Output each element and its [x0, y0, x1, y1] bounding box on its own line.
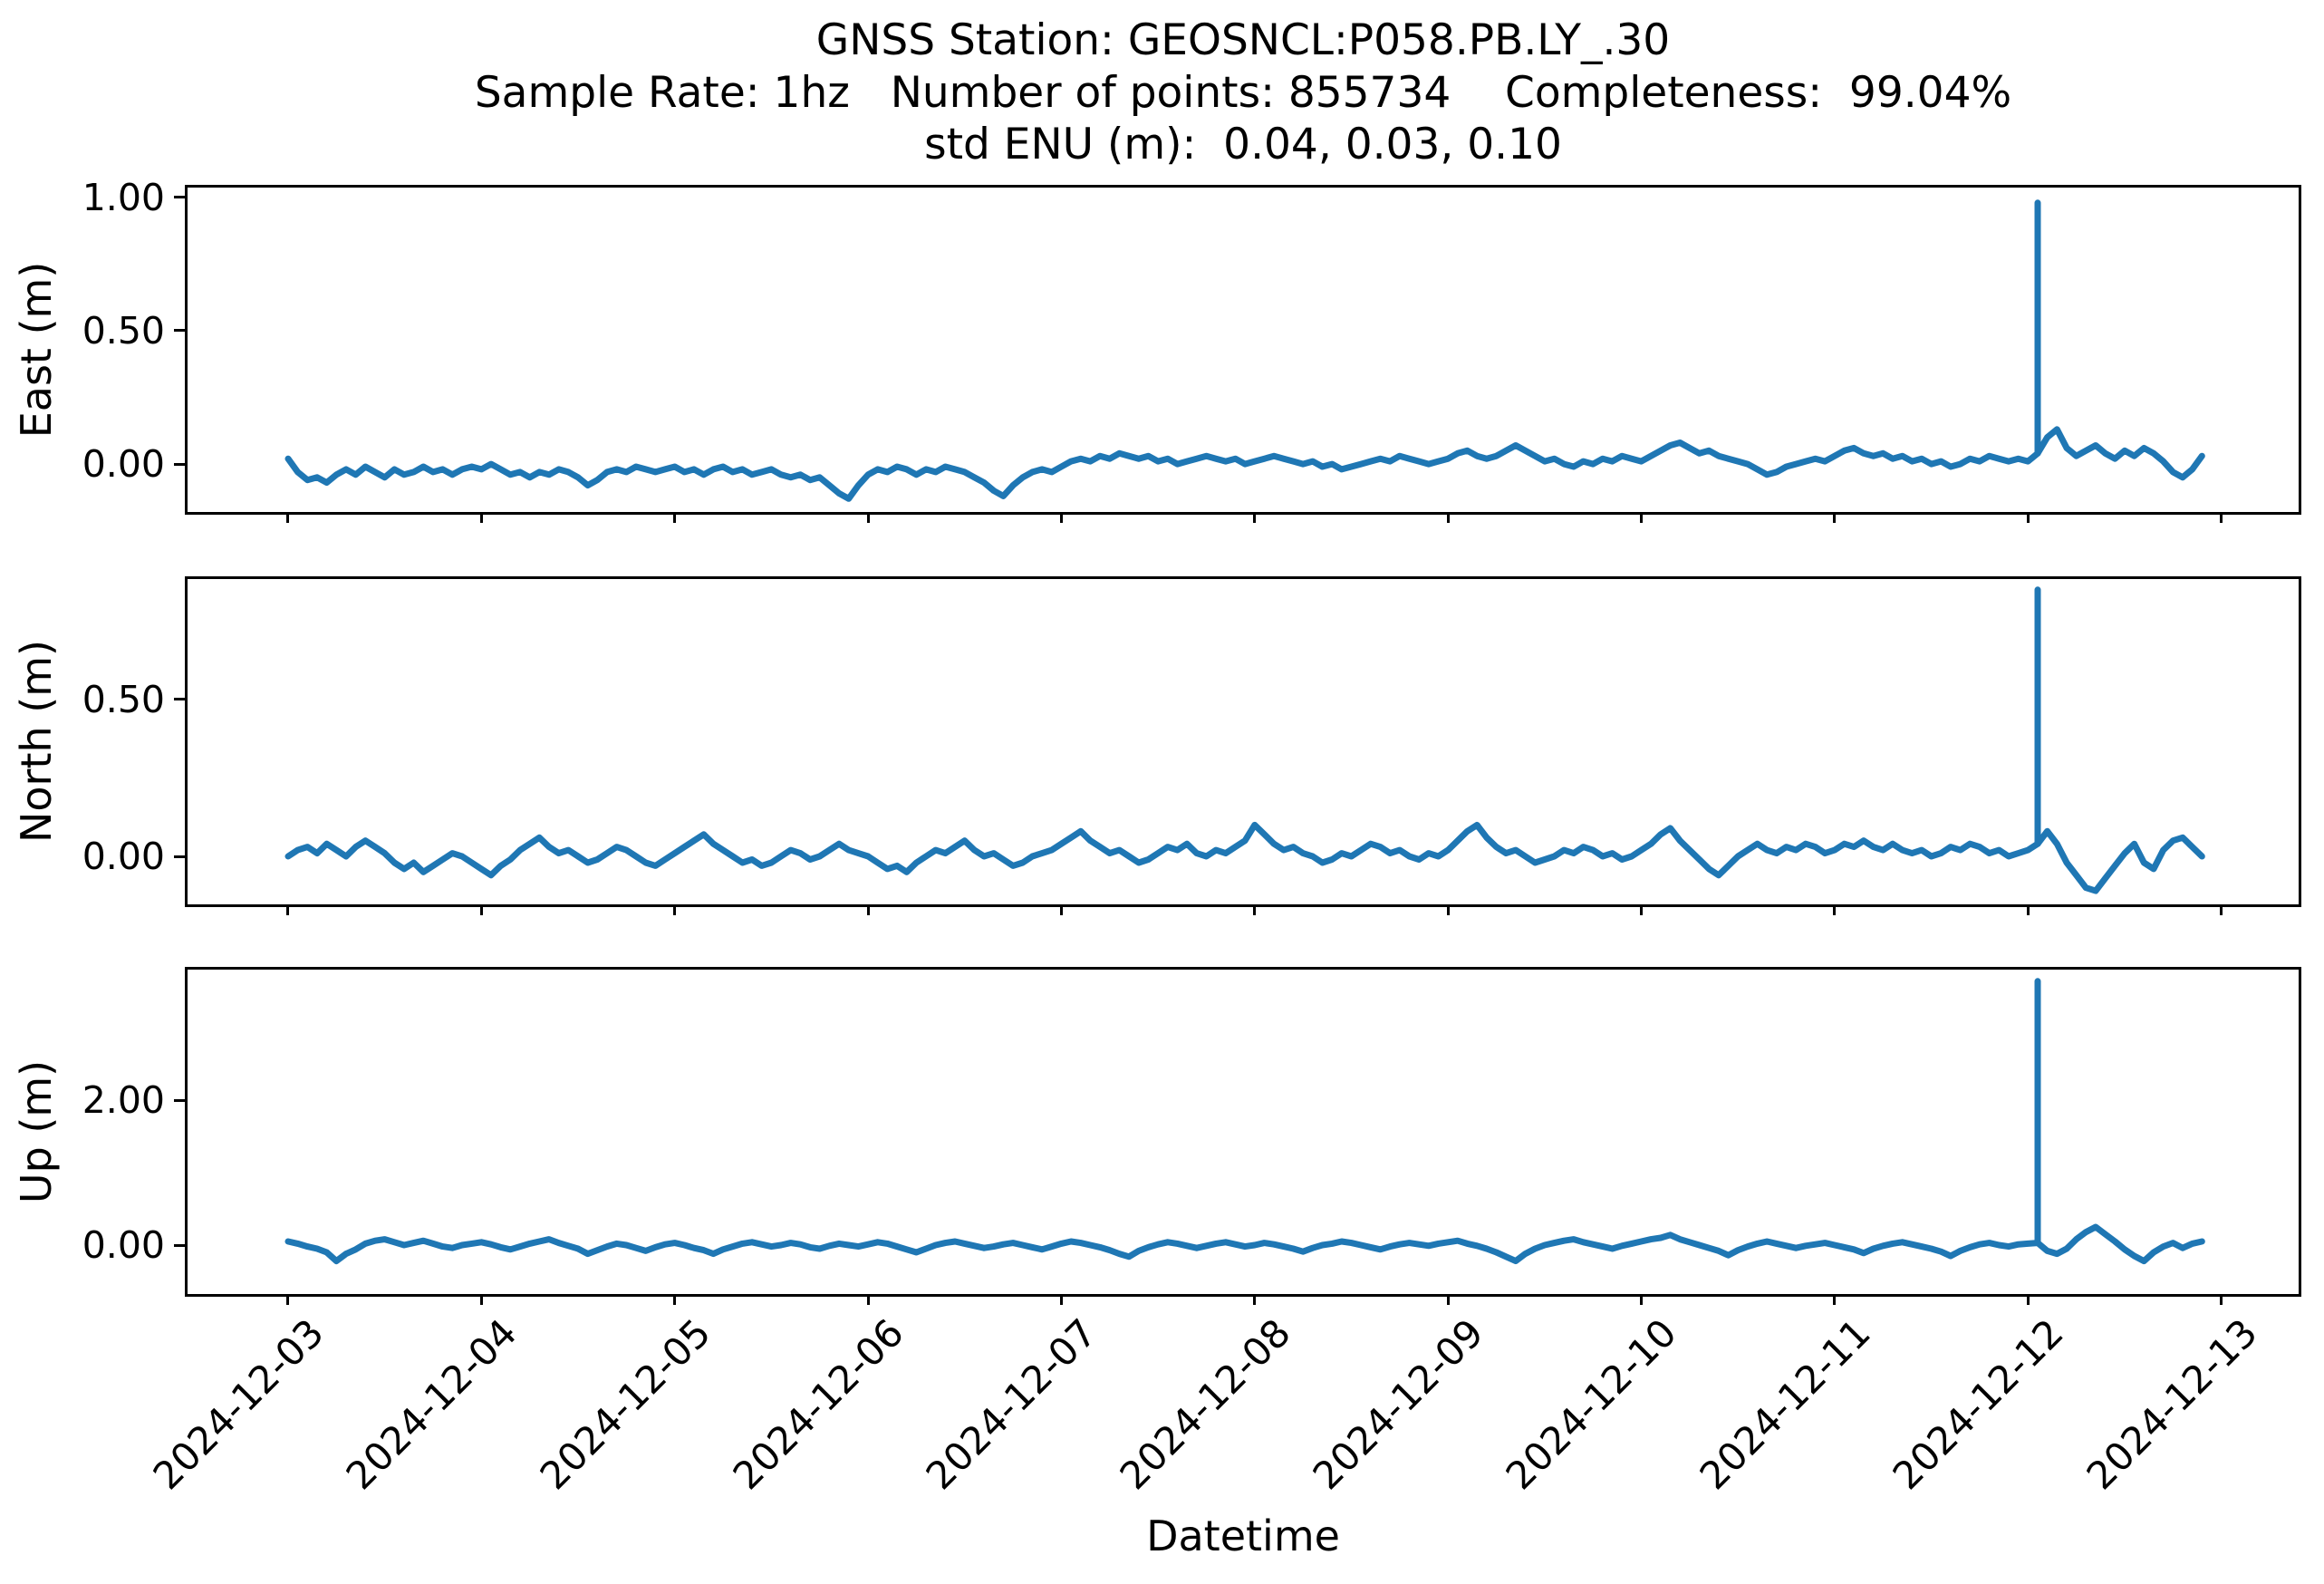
- x-tick-label: 2024-12-04: [337, 1310, 526, 1499]
- up-y-tick-label: 2.00: [82, 1078, 165, 1122]
- east-x-tickmark: [1640, 512, 1644, 523]
- figure-title-line-3: std ENU (m): 0.04, 0.03, 0.10: [924, 120, 1562, 169]
- east-subplot: 1.00 0.50 0.00: [82, 176, 2301, 523]
- north-x-tickmark: [1446, 904, 1450, 915]
- x-axis-label: Datetime: [1146, 1512, 1340, 1560]
- x-tick-label: 2024-12-05: [531, 1310, 719, 1499]
- north-x-tickmark: [1059, 904, 1063, 915]
- north-subplot: 0.50 0.00: [82, 576, 2301, 915]
- north-x-tickmark: [1640, 904, 1644, 915]
- north-y-tick-label: 0.00: [82, 835, 165, 879]
- x-tick-label: 2024-12-13: [2078, 1310, 2266, 1499]
- figure-title-line-1: GNSS Station: GEOSNCL:P058.PB.LY_.30: [815, 15, 1671, 65]
- up-y-tick-label: 0.00: [82, 1223, 165, 1267]
- up-x-tickmark: [866, 1294, 870, 1305]
- east-x-tickmark: [1446, 512, 1450, 523]
- north-x-tickmark: [866, 904, 870, 915]
- up-x-tickmark: [1640, 1294, 1644, 1305]
- north-x-tickmark: [286, 904, 290, 915]
- figure-title-line-2: Sample Rate: 1hz Number of points: 85573…: [474, 68, 2012, 118]
- east-x-tickmark: [673, 512, 677, 523]
- x-tick-label: 2024-12-06: [724, 1310, 912, 1499]
- up-x-tickmark: [1446, 1294, 1450, 1305]
- up-subplot: 2024-12-03 2024-12-04 2024-12-05 2024-12-06…: [82, 967, 2301, 1498]
- east-y-tick-label: 0.50: [82, 308, 165, 353]
- east-x-tickmark: [1059, 512, 1063, 523]
- x-tick-label: 2024-12-08: [1111, 1310, 1299, 1499]
- x-tick-label: 2024-12-10: [1497, 1310, 1686, 1499]
- east-x-tickmark: [1833, 512, 1837, 523]
- x-tick-label: 2024-12-11: [1691, 1310, 1879, 1499]
- up-x-tickmark: [2026, 1294, 2030, 1305]
- up-x-tickmark: [673, 1294, 677, 1305]
- north-x-tickmark: [2220, 904, 2223, 915]
- north-x-tickmark: [673, 904, 677, 915]
- up-axis-label: Up (m): [12, 1059, 61, 1204]
- east-plot-area: [284, 199, 2205, 502]
- east-x-tickmark: [866, 512, 870, 523]
- up-x-tickmark: [286, 1294, 290, 1305]
- north-x-tickmark: [2026, 904, 2030, 915]
- east-x-tickmark: [286, 512, 290, 523]
- up-x-tickmark: [1059, 1294, 1063, 1305]
- north-series-line: [284, 821, 2205, 894]
- up-y-tickmark: [174, 1243, 185, 1247]
- north-x-tickmark: [1253, 904, 1257, 915]
- up-series-line: [284, 1223, 2205, 1265]
- east-y-tickmark: [174, 329, 185, 333]
- east-x-tickmark: [479, 512, 483, 523]
- x-tick-label: 2024-12-12: [1884, 1310, 2072, 1499]
- up-x-tickmark: [2220, 1294, 2223, 1305]
- east-axis-label: East (m): [12, 261, 61, 439]
- up-plot-area: [284, 978, 2205, 1265]
- east-x-tickmark: [1253, 512, 1257, 523]
- north-plot-area: [284, 586, 2205, 894]
- x-tick-label: 2024-12-09: [1304, 1310, 1492, 1499]
- north-y-tick-label: 0.50: [82, 677, 165, 721]
- up-y-tickmark: [174, 1098, 185, 1102]
- up-x-tickmark: [1833, 1294, 1837, 1305]
- x-tick-label: 2024-12-07: [917, 1310, 1106, 1499]
- north-x-tickmark: [1833, 904, 1837, 915]
- east-y-tickmark: [174, 462, 185, 466]
- up-x-tickmark: [479, 1294, 483, 1305]
- east-y-tickmark: [174, 196, 185, 199]
- north-x-tickmark: [479, 904, 483, 915]
- east-y-tick-label: 1.00: [82, 175, 165, 219]
- north-y-tickmark: [174, 698, 185, 701]
- east-y-tick-label: 0.00: [82, 442, 165, 487]
- east-x-tickmark: [2220, 512, 2223, 523]
- x-tick-label: 2024-12-03: [144, 1310, 333, 1499]
- north-y-tickmark: [174, 855, 185, 858]
- east-x-tickmark: [2026, 512, 2030, 523]
- east-series-line: [284, 426, 2205, 502]
- north-axis-label: North (m): [12, 640, 61, 843]
- up-x-tickmark: [1253, 1294, 1257, 1305]
